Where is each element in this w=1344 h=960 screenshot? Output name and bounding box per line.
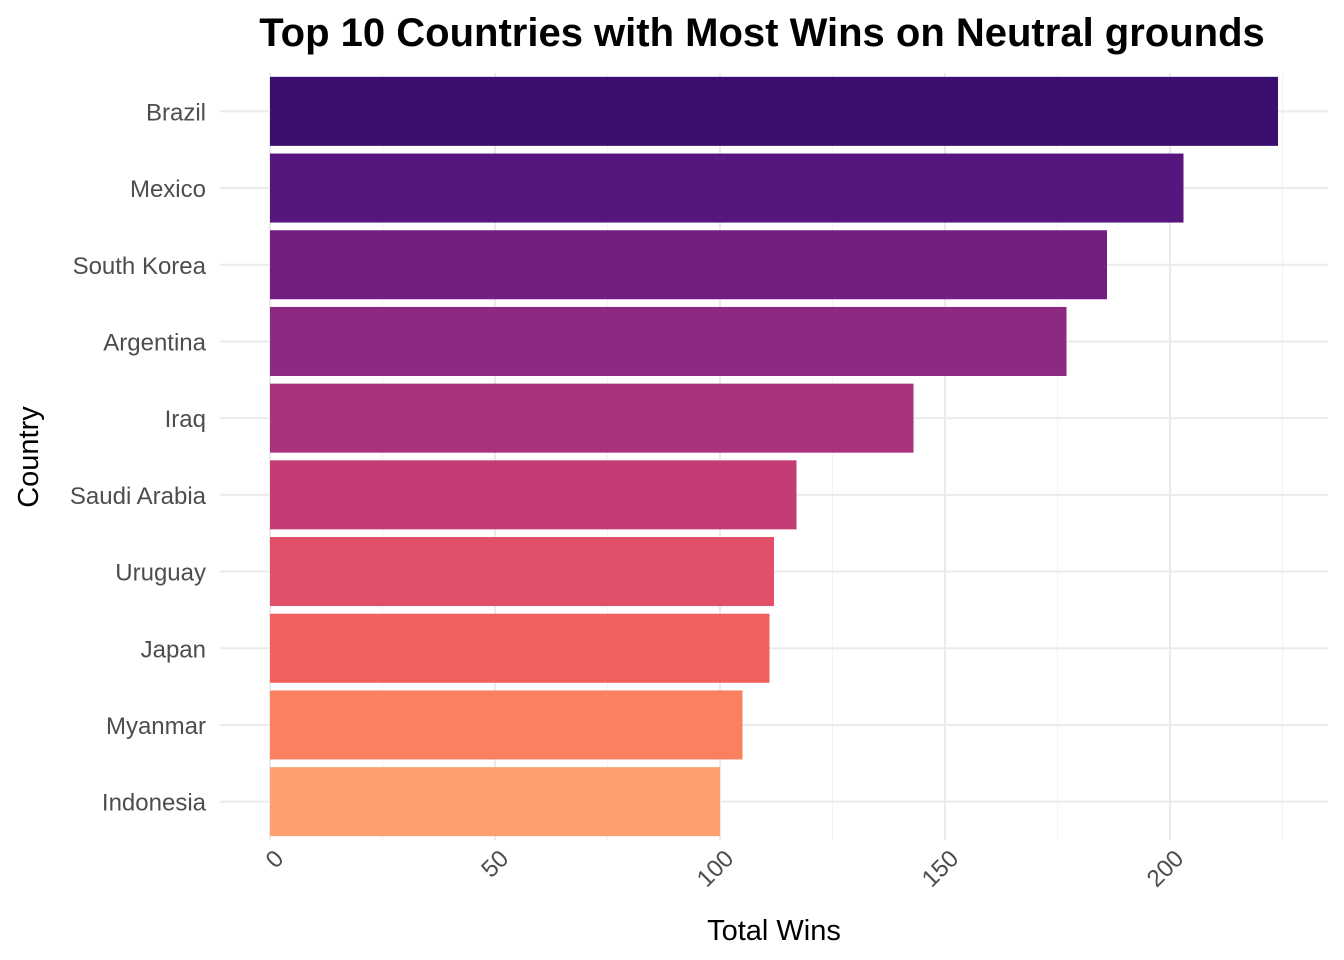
- bar-south-korea: [270, 230, 1107, 300]
- x-tick-label: 50: [476, 845, 514, 883]
- x-tick-label: 100: [692, 845, 739, 892]
- x-tick-label: 150: [917, 845, 964, 892]
- category-labels: Brazil Mexico South Korea Argentina Iraq Saud…: [70, 99, 207, 816]
- x-tick-label: 200: [1142, 845, 1189, 892]
- category-label: Brazil: [146, 99, 206, 126]
- category-label: Indonesia: [102, 790, 207, 817]
- bar-mexico: [270, 153, 1184, 223]
- bar-uruguay: [270, 537, 774, 607]
- y-axis-title: Country: [13, 406, 45, 508]
- category-label: Uruguay: [115, 560, 206, 587]
- chart-title: Top 10 Countries with Most Wins on Neutr…: [259, 11, 1265, 55]
- x-tick-labels: 0 50 100 150 200: [261, 845, 1190, 892]
- category-label: Iraq: [165, 406, 206, 433]
- bar-indonesia: [270, 767, 720, 837]
- bar-myanmar: [270, 690, 743, 760]
- category-label: Myanmar: [106, 713, 206, 740]
- bar-japan: [270, 613, 770, 683]
- bars: [270, 76, 1278, 837]
- x-axis-title: Total Wins: [707, 915, 841, 947]
- bar-brazil: [270, 76, 1278, 146]
- category-label: South Korea: [73, 253, 207, 280]
- bar-saudi-arabia: [270, 460, 797, 530]
- category-label: Saudi Arabia: [70, 483, 207, 510]
- category-label: Argentina: [103, 329, 206, 356]
- bar-argentina: [270, 306, 1067, 376]
- x-tick-label: 0: [261, 845, 290, 874]
- category-label: Mexico: [130, 176, 206, 203]
- bar-iraq: [270, 383, 914, 453]
- category-label: Japan: [141, 636, 206, 663]
